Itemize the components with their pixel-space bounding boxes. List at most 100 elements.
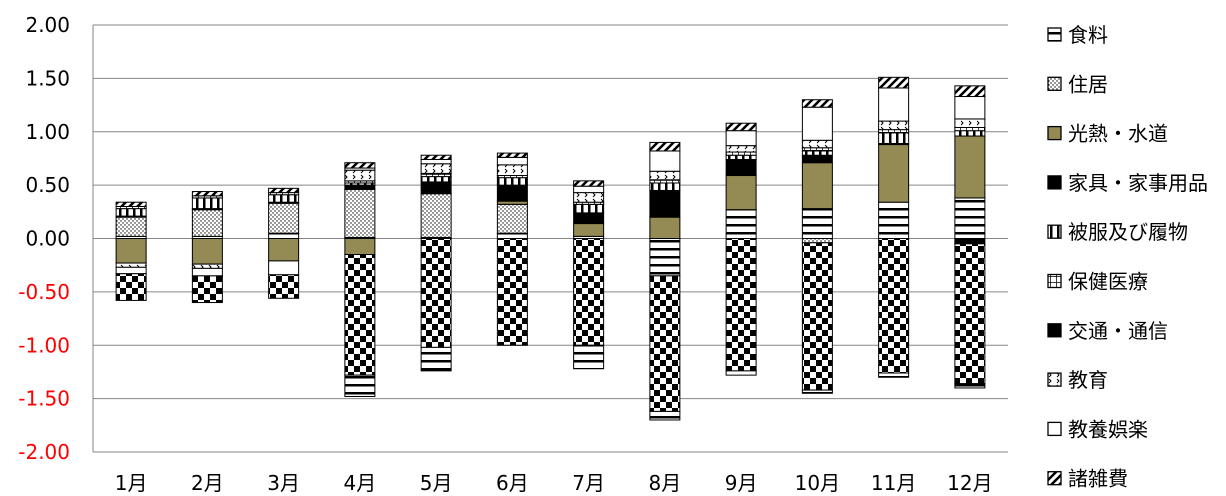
bar-segment <box>496 203 528 234</box>
x-tick-label: 11月 <box>871 471 916 495</box>
bar-segment <box>420 163 452 174</box>
bar-segment <box>191 275 223 304</box>
bar-segment <box>496 152 528 158</box>
bar-segment <box>268 187 300 194</box>
bar-segment <box>649 216 681 239</box>
bar-segment <box>954 238 986 245</box>
legend-swatch <box>1047 125 1062 141</box>
x-tick-label: 5月 <box>420 471 453 495</box>
bar-segment <box>344 374 376 397</box>
x-tick-label: 2月 <box>191 471 224 495</box>
bar-segment <box>344 238 376 256</box>
bar-segment <box>496 164 528 177</box>
bar-segment <box>649 182 681 191</box>
bar-segment <box>420 346 452 372</box>
x-tick-label: 7月 <box>572 471 605 495</box>
legend-entry: 食料 <box>1068 23 1108 47</box>
bar-segment <box>954 243 986 385</box>
x-tick-label: 10月 <box>795 471 840 495</box>
bar-segment <box>649 141 681 152</box>
y-tick-label: 2.00 <box>25 13 70 37</box>
bar-segment <box>801 139 833 149</box>
legend-entry: 交通・通信 <box>1068 319 1168 343</box>
x-tick-label: 4月 <box>344 471 377 495</box>
bar-segment <box>725 122 757 132</box>
bar-segment <box>801 150 833 156</box>
bar-segment <box>878 201 910 239</box>
legend-swatch <box>1047 471 1062 486</box>
bar-segment <box>878 87 910 122</box>
bar-segment <box>496 238 528 346</box>
bar-segment <box>725 145 757 153</box>
bar-segment <box>420 238 452 348</box>
bar-segment <box>878 120 910 131</box>
y-tick-label: 0.50 <box>25 173 70 197</box>
legend-swatch <box>1047 175 1062 190</box>
bar-segment <box>954 96 986 120</box>
bar-segment <box>344 188 376 238</box>
bar-segment <box>268 238 300 262</box>
bar-segment <box>420 159 452 165</box>
bar-segment <box>649 150 681 172</box>
x-axis-ticks: 1月 2月 3月 4月 5月 6月 7月 8月 9月 10月 11月 12月 <box>115 471 993 495</box>
bar-segment <box>725 370 757 376</box>
bar-segment <box>954 85 986 98</box>
legend-swatch <box>1047 27 1062 42</box>
bar-segment <box>420 176 452 183</box>
bar-segment <box>573 192 605 203</box>
y-axis-ticks: 2.00 1.50 1.00 0.50 0.00 -0.50 -1.00 -1.50 -2.00 <box>18 13 70 464</box>
bar-segment <box>878 372 910 378</box>
y-tick-label: 1.00 <box>25 120 70 144</box>
legend-entry: 家具・家事用品 <box>1068 171 1208 195</box>
bar-segment <box>801 106 833 141</box>
legend-entry: 諸雑費 <box>1068 467 1128 491</box>
bar-segment <box>573 185 605 194</box>
bar-segment <box>725 154 757 161</box>
bar-segment <box>191 238 223 265</box>
bar-segment <box>954 197 986 239</box>
bar-segment <box>649 189 681 218</box>
x-tick-label: 3月 <box>267 471 300 495</box>
bar-segment <box>115 273 147 301</box>
legend-entry: 教育 <box>1068 368 1108 392</box>
bar-segment <box>878 238 910 374</box>
bar-segment <box>420 181 452 195</box>
legend-swatch <box>1047 224 1062 239</box>
legend-entry: 保健医療 <box>1068 270 1148 294</box>
bar-segment <box>954 118 986 128</box>
y-tick-label: -2.00 <box>18 440 70 464</box>
y-tick-label: -0.50 <box>18 280 70 304</box>
bar-segment <box>191 209 223 237</box>
bar-segment <box>801 238 833 244</box>
bar-segment <box>573 238 605 346</box>
bar-segment <box>191 191 223 197</box>
bar-segment <box>801 154 833 164</box>
bar-segment <box>268 274 300 299</box>
bar-segment <box>801 242 833 391</box>
bar-segment <box>115 208 147 217</box>
bar-segment <box>878 132 910 144</box>
legend-entry: 教養娯楽 <box>1068 417 1148 441</box>
bar-segment <box>649 238 681 277</box>
bar-segment <box>115 238 147 264</box>
bar-segment <box>725 175 757 211</box>
x-tick-label: 1月 <box>115 471 148 495</box>
bar-segment <box>954 130 986 137</box>
legend-swatch <box>1047 372 1062 387</box>
bar-segment <box>420 193 452 238</box>
bar-segment <box>115 216 147 237</box>
bar-segment <box>725 130 757 147</box>
bar-segment <box>191 263 223 269</box>
bar-segment <box>573 212 605 225</box>
bar-segment <box>649 170 681 181</box>
bar-segment <box>649 410 681 421</box>
bar-segment <box>801 99 833 108</box>
bar-segment <box>725 209 757 240</box>
bar-segment <box>268 194 300 203</box>
y-tick-label: 0.00 <box>25 227 70 251</box>
bar-segment <box>344 169 376 182</box>
bar-segment <box>496 177 528 186</box>
x-tick-label: 8月 <box>649 471 682 495</box>
